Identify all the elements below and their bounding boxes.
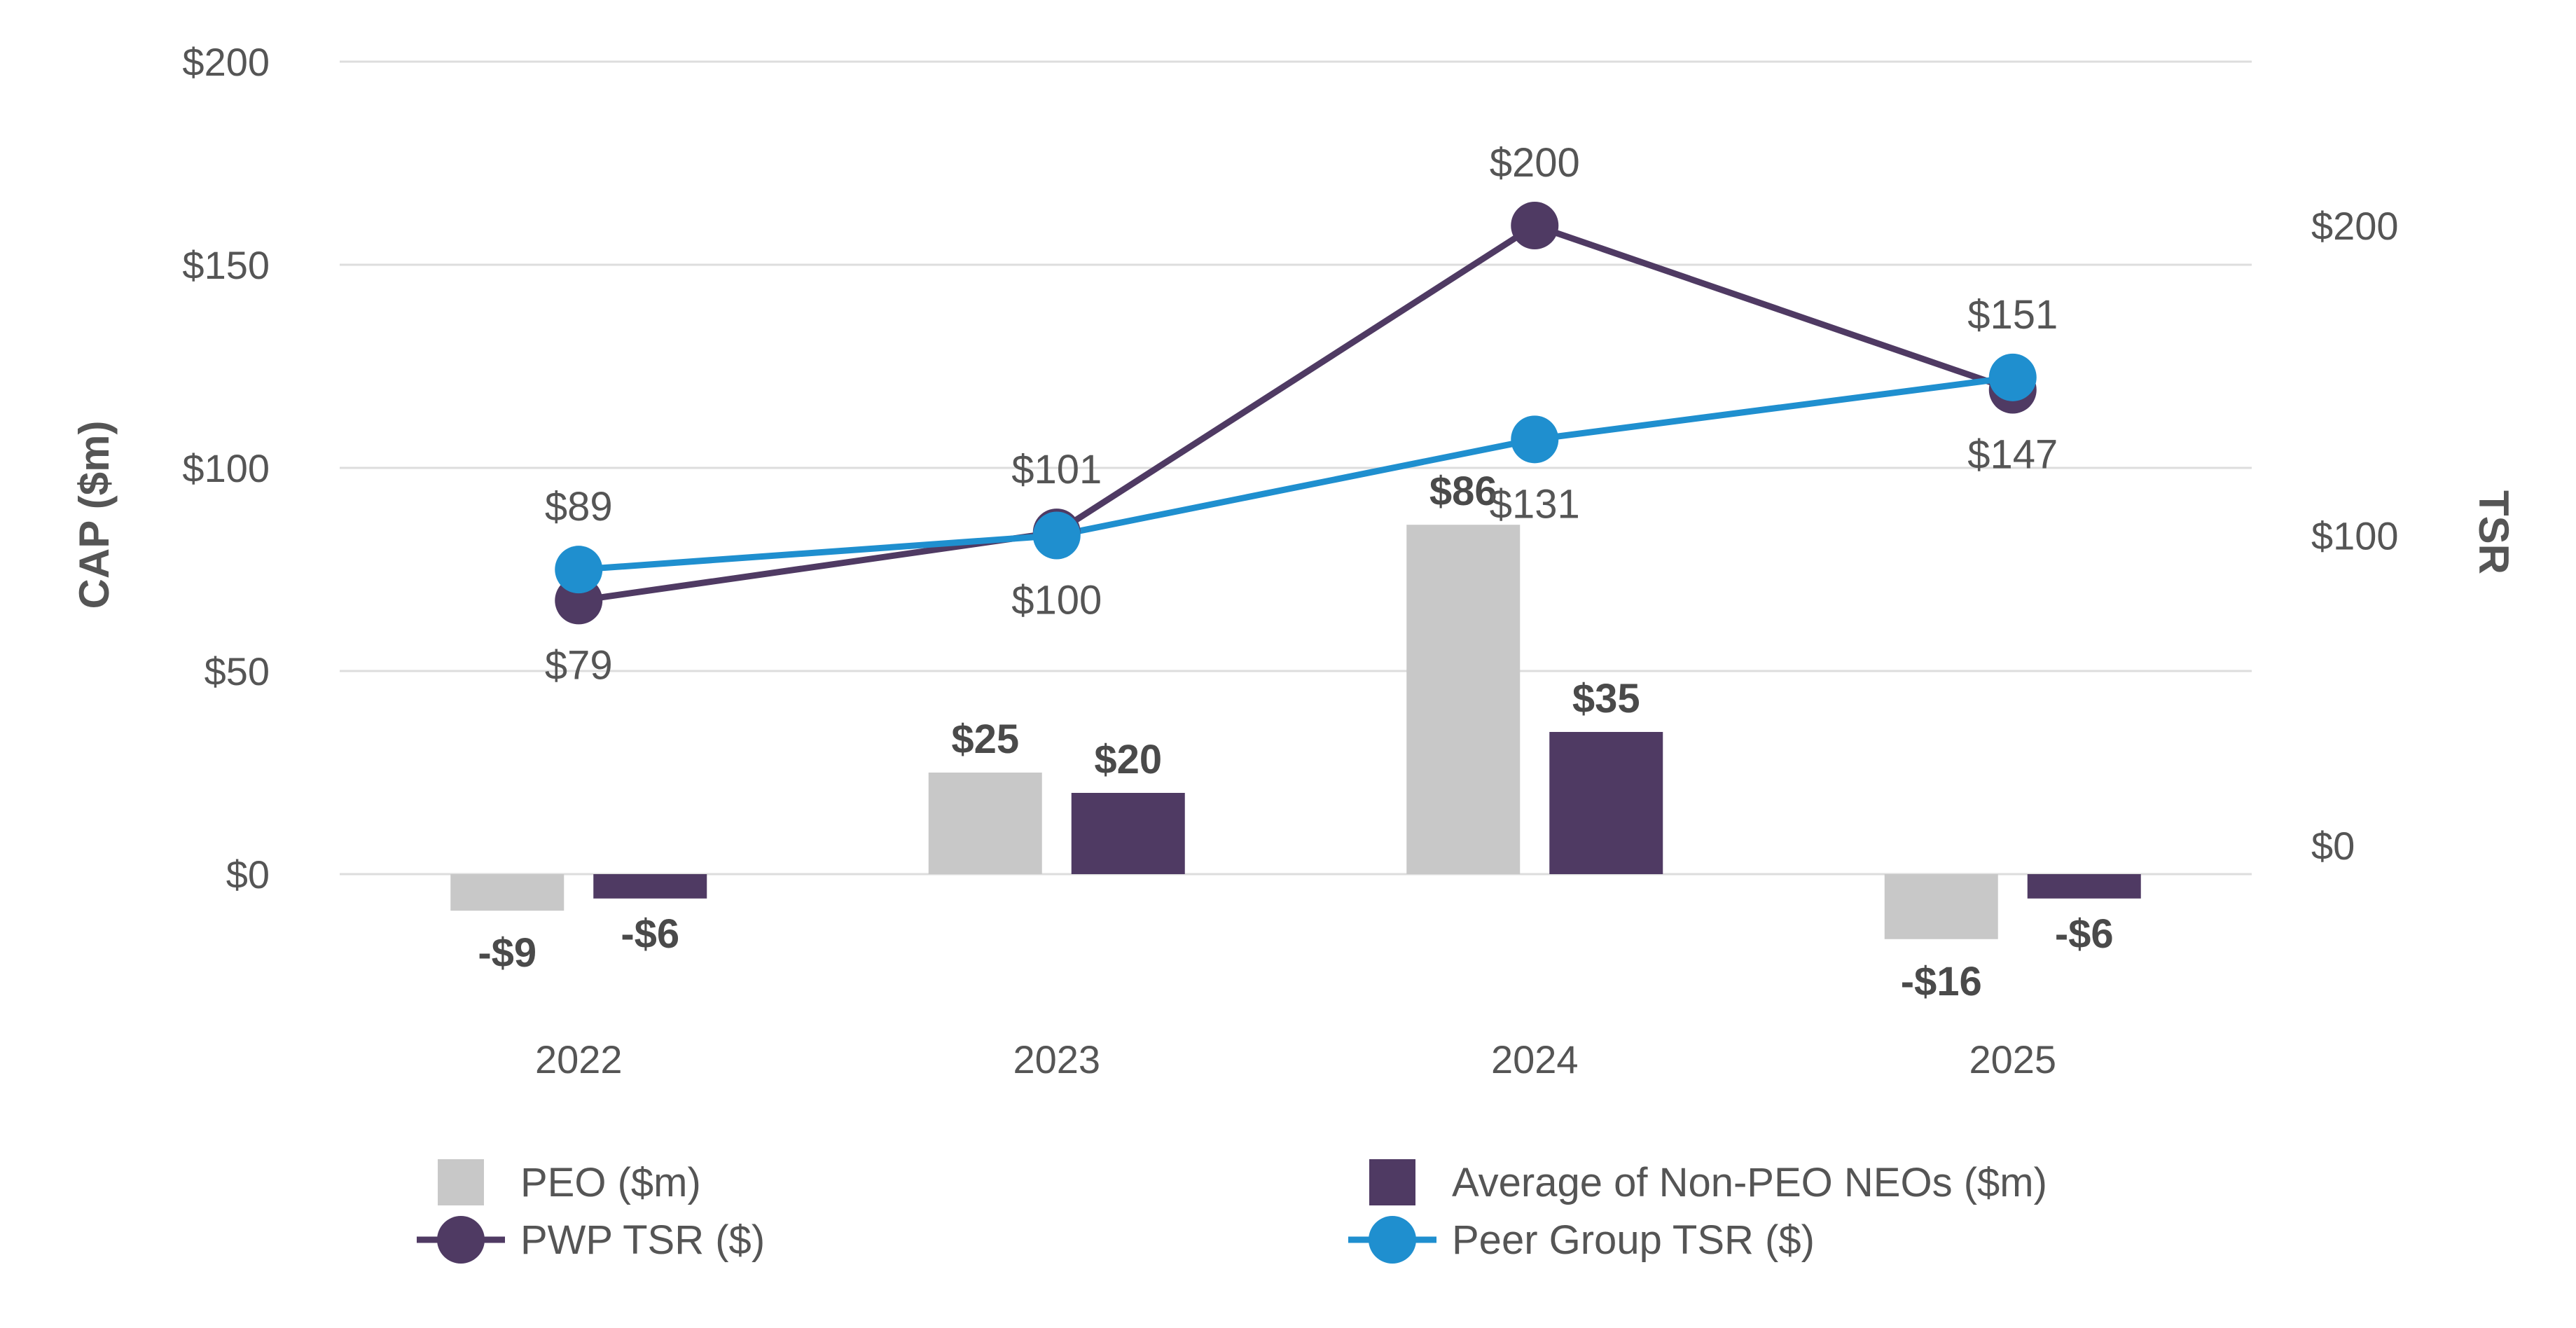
tsr-lines xyxy=(555,202,2037,625)
legend-item: PWP TSR ($) xyxy=(417,1216,765,1264)
pwp-tsr-label: $200 xyxy=(1490,140,1580,186)
peer-tsr-label: $100 xyxy=(1011,578,1102,623)
legend-label: PWP TSR ($) xyxy=(520,1217,765,1263)
peer-tsr-line xyxy=(578,374,2014,573)
peer-tsr-label: $151 xyxy=(1967,292,2058,338)
right-tick-label: $200 xyxy=(2311,204,2399,248)
legend-marker xyxy=(1369,1216,1416,1264)
legend-swatch xyxy=(438,1159,484,1205)
x-tick-label: 2022 xyxy=(535,1037,623,1081)
peer-tsr-point xyxy=(555,546,603,594)
peer-tsr-label: $89 xyxy=(545,484,613,530)
bar-peo xyxy=(1884,874,1998,939)
bar-non-peo xyxy=(2027,874,2141,899)
left-tick-label: $0 xyxy=(226,852,270,897)
legend: PEO ($m) Average of Non-PEO NEOs ($m) PWP … xyxy=(417,1159,2047,1264)
pwp-tsr-label: $147 xyxy=(1967,432,2058,478)
gridlines xyxy=(340,60,2252,876)
peer-tsr-point xyxy=(1032,511,1081,560)
bar-value-label: $86 xyxy=(1429,469,1497,514)
left-axis-title: CAP ($m) xyxy=(71,421,118,609)
right-axis-title: TSR xyxy=(2470,490,2517,574)
right-tick-label: $100 xyxy=(2311,514,2399,558)
data-labels: -$9 $25 $86 -$16 -$6 $20 $35 -$6 $79 $101 $200 $147… xyxy=(478,140,2113,1004)
legend-item: PEO ($m) xyxy=(438,1159,701,1205)
bar-peo xyxy=(1406,525,1521,874)
bar-value-label: -$16 xyxy=(1901,959,1982,1004)
bar-non-peo xyxy=(593,874,707,899)
right-tick-label: $0 xyxy=(2311,824,2355,868)
legend-swatch xyxy=(1369,1159,1415,1205)
legend-item: Average of Non-PEO NEOs ($m) xyxy=(1369,1159,2047,1205)
pwp-tsr-line xyxy=(578,222,2014,604)
bars xyxy=(450,525,2141,939)
legend-label: PEO ($m) xyxy=(520,1160,701,1205)
bar-value-label: -$6 xyxy=(2055,911,2114,957)
peer-tsr-label: $131 xyxy=(1490,481,1580,527)
peer-tsr-point xyxy=(1511,415,1559,464)
bar-value-label: $20 xyxy=(1094,737,1162,782)
bar-non-peo xyxy=(1071,793,1185,874)
bar-value-label: $35 xyxy=(1572,676,1640,721)
pwp-tsr-label: $101 xyxy=(1011,447,1102,492)
x-tick-label: 2025 xyxy=(1969,1037,2056,1081)
pwp-tsr-label: $79 xyxy=(545,642,613,688)
legend-label: Average of Non-PEO NEOs ($m) xyxy=(1452,1160,2047,1205)
x-tick-label: 2023 xyxy=(1013,1037,1100,1081)
legend-item: Peer Group TSR ($) xyxy=(1348,1216,1815,1264)
bar-peo xyxy=(450,874,565,911)
bar-peo xyxy=(928,773,1042,874)
peer-tsr-point xyxy=(1988,353,2037,401)
left-tick-label: $50 xyxy=(205,649,270,693)
bar-value-label: $25 xyxy=(951,717,1019,762)
x-tick-label: 2024 xyxy=(1491,1037,1579,1081)
left-tick-label: $100 xyxy=(182,446,270,490)
left-tick-label: $200 xyxy=(182,40,270,84)
bar-value-label: -$6 xyxy=(621,911,679,957)
bar-non-peo xyxy=(1549,732,1663,874)
axes: CAP ($m) TSR $0 $50 $100 $150 $200 $0 $100 $200… xyxy=(71,40,2517,1081)
legend-label: Peer Group TSR ($) xyxy=(1452,1217,1815,1263)
bar-value-label: -$9 xyxy=(478,930,536,976)
pwp-tsr-point xyxy=(1511,202,1559,249)
left-tick-label: $150 xyxy=(182,243,270,287)
legend-marker xyxy=(437,1216,485,1264)
